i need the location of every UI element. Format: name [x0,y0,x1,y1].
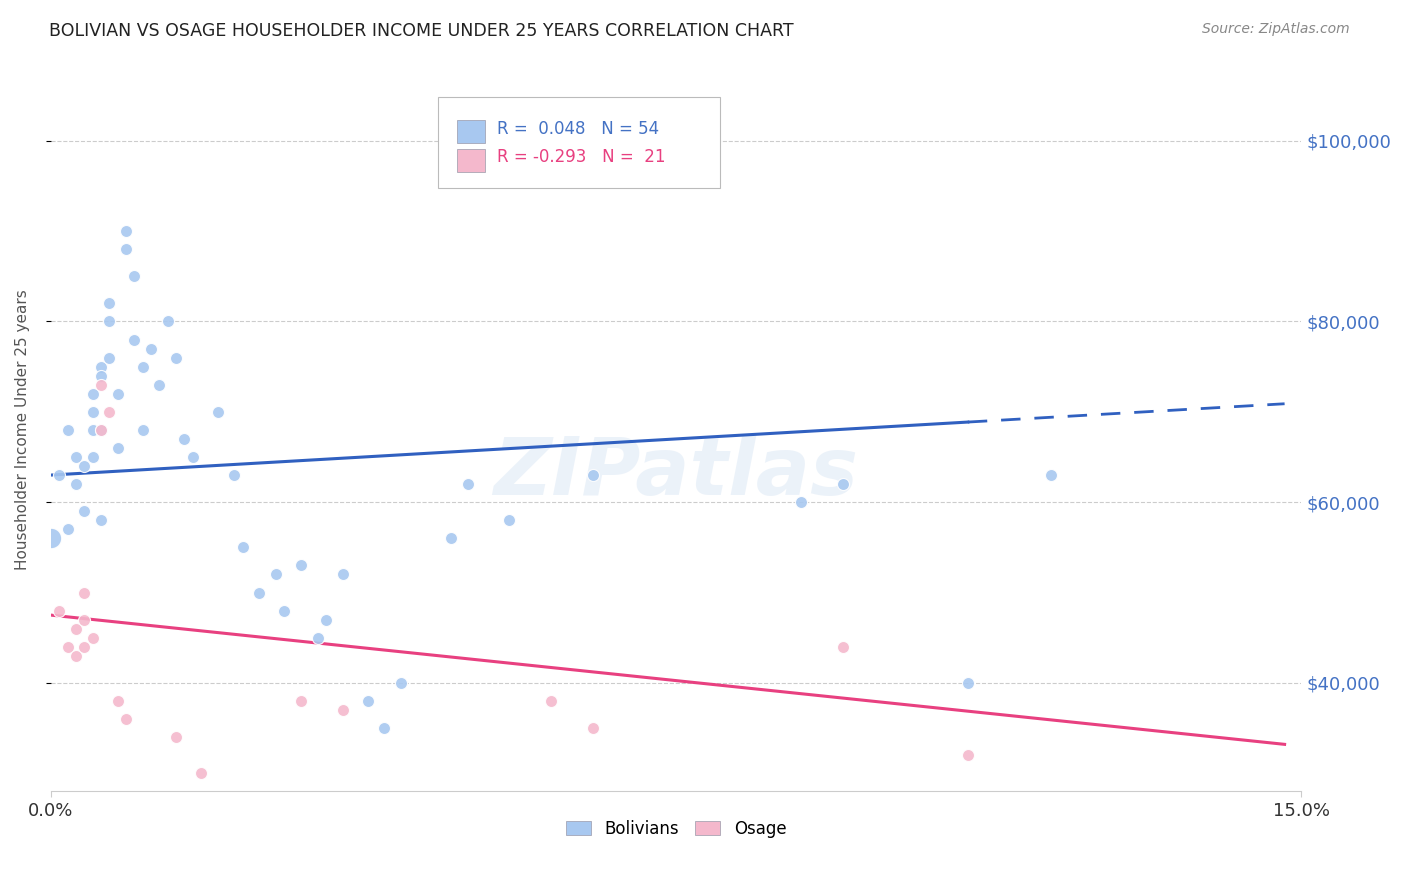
Point [82,450,104,464]
Point [139,342,162,356]
Point [73,458,96,473]
Point [264,567,287,582]
Text: Source: ZipAtlas.com: Source: ZipAtlas.com [1202,22,1350,37]
Point [582,468,605,483]
Point [165,730,187,744]
Point [39,531,62,545]
Point [290,558,312,573]
Point [65,622,87,636]
Point [82,423,104,437]
Point [98,405,121,419]
Point [73,504,96,518]
Point [224,468,246,483]
Point [65,477,87,491]
FancyBboxPatch shape [439,97,720,188]
Point [90,513,112,527]
Point [131,359,153,374]
Point [82,631,104,645]
Point [122,269,145,284]
Point [315,613,337,627]
Point [90,368,112,383]
Point [1040,468,1063,483]
Text: ZIPatlas: ZIPatlas [494,434,859,512]
Text: R = -0.293   N =  21: R = -0.293 N = 21 [498,148,665,167]
Point [332,703,354,717]
Point [165,351,187,365]
Point [181,450,204,464]
Point [107,441,129,455]
Point [498,513,520,527]
Point [98,296,121,310]
Point [440,531,463,545]
Point [389,676,412,690]
Point [831,477,853,491]
Point [98,314,121,328]
Point [190,766,212,780]
Point [956,748,979,763]
Point [582,721,605,735]
Y-axis label: Householder Income Under 25 years: Householder Income Under 25 years [15,290,30,570]
Point [107,694,129,708]
Point [790,495,813,509]
Point [148,377,170,392]
Text: BOLIVIAN VS OSAGE HOUSEHOLDER INCOME UNDER 25 YEARS CORRELATION CHART: BOLIVIAN VS OSAGE HOUSEHOLDER INCOME UND… [49,22,794,40]
Point [457,477,479,491]
Point [56,522,79,536]
Point [98,351,121,365]
Point [232,541,254,555]
Point [115,242,138,256]
Point [956,676,979,690]
Point [82,405,104,419]
Point [73,585,96,599]
Point [56,423,79,437]
Point [156,314,179,328]
Legend: Bolivians, Osage: Bolivians, Osage [560,813,793,845]
Point [173,432,195,446]
Point [332,567,354,582]
FancyBboxPatch shape [457,149,485,172]
Point [73,613,96,627]
Point [90,377,112,392]
Point [90,423,112,437]
Point [65,648,87,663]
Point [56,640,79,654]
Point [831,640,853,654]
Point [373,721,395,735]
Point [82,386,104,401]
FancyBboxPatch shape [457,120,485,143]
Point [247,585,270,599]
Point [307,631,329,645]
Point [273,604,295,618]
Point [90,423,112,437]
Point [540,694,562,708]
Point [356,694,378,708]
Point [290,694,312,708]
Point [48,468,70,483]
Point [115,224,138,238]
Point [48,604,70,618]
Point [115,712,138,726]
Point [73,640,96,654]
Text: R =  0.048   N = 54: R = 0.048 N = 54 [498,120,659,137]
Point [90,359,112,374]
Point [65,450,87,464]
Point [122,333,145,347]
Point [131,423,153,437]
Point [107,386,129,401]
Point [207,405,229,419]
